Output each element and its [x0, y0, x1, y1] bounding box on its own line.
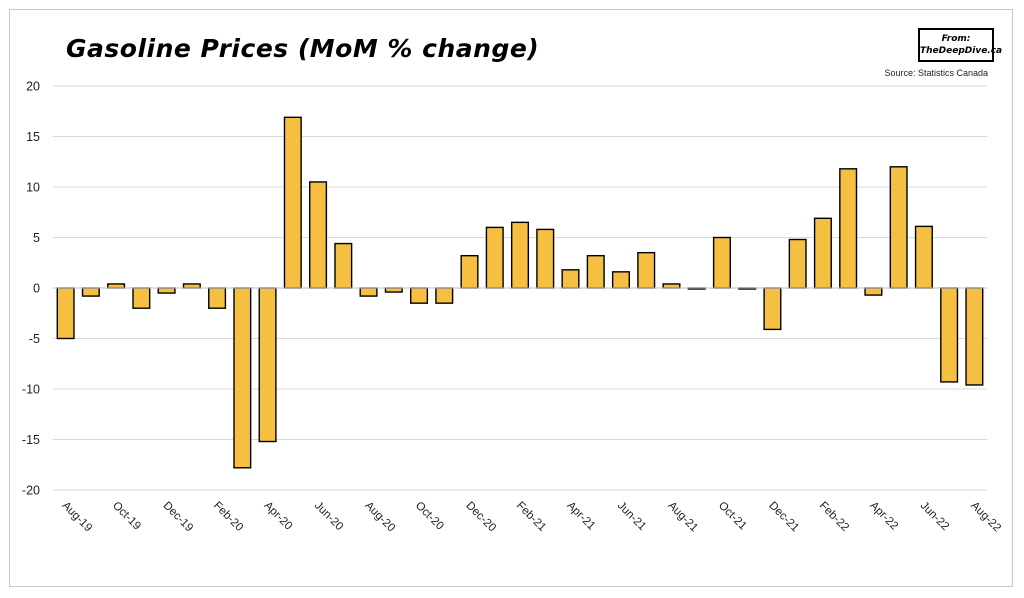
x-axis-labels: Aug-19 Oct-19 Dec-19 Feb-20 Apr-20 Jun-20 Aug-… [60, 500, 1003, 535]
bar [864, 287, 883, 296]
bar [662, 283, 681, 289]
logo-line-2: TheDeepDive.ca [920, 46, 1003, 56]
x-tick-label: Oct-21 [716, 500, 749, 533]
x-tick-label: Aug-22 [968, 500, 1003, 535]
y-tick-label: 10 [26, 181, 40, 195]
x-tick-label: Feb-21 [514, 500, 548, 534]
y-tick-label: 15 [26, 130, 40, 144]
bar [712, 236, 731, 289]
bar [258, 287, 277, 443]
source-logo: From: TheDeepDive.ca [918, 28, 1003, 62]
x-tick-label: Dec-19 [160, 500, 195, 535]
bar [586, 254, 605, 289]
bar [309, 181, 328, 289]
x-tick-label: Apr-21 [564, 500, 597, 533]
bar [359, 287, 378, 297]
x-tick-label: Aug-21 [665, 500, 700, 535]
y-tick-label: 20 [26, 80, 40, 94]
bar [410, 287, 429, 304]
bar [536, 228, 555, 289]
x-tick-label: Feb-20 [211, 500, 245, 534]
x-tick-label: Oct-20 [413, 500, 446, 533]
x-tick-label: Feb-22 [817, 500, 851, 534]
bar [940, 287, 959, 383]
bar [611, 271, 631, 289]
bar [839, 168, 858, 289]
x-tick-label: Aug-20 [362, 500, 397, 535]
bar [208, 287, 227, 309]
bars [56, 116, 984, 469]
x-tick-label: Aug-19 [60, 500, 95, 535]
bar [889, 166, 908, 289]
bar [233, 287, 252, 469]
y-tick-label: -10 [22, 383, 40, 397]
x-tick-label: Apr-22 [867, 500, 900, 533]
source-note: Source: Statistics Canada [884, 68, 988, 78]
chart-title: Gasoline Prices (MoM % change) [66, 34, 540, 63]
chart-frame [9, 9, 1013, 587]
x-tick-label: Dec-20 [463, 500, 498, 535]
x-tick-label: Jun-20 [312, 500, 345, 533]
x-tick-label: Jun-22 [918, 500, 951, 533]
x-tick-label: Jun-21 [615, 500, 648, 533]
x-tick-label: Apr-20 [261, 500, 294, 533]
logo-line-1: From: [941, 34, 971, 44]
y-axis-labels: -20 -15 -10 -5 0 5 10 15 20 [22, 80, 40, 498]
bar [384, 287, 403, 293]
y-tick-label: 5 [33, 231, 40, 245]
bar [56, 287, 75, 340]
y-tick-label: -15 [22, 433, 40, 447]
y-tick-label: -20 [22, 484, 40, 498]
bar [485, 226, 504, 289]
bar [637, 251, 656, 289]
bar [510, 221, 530, 289]
bar [334, 242, 353, 289]
bar [107, 283, 126, 289]
bar [157, 287, 176, 294]
bar [132, 287, 151, 309]
y-tick-label: -5 [29, 332, 40, 346]
x-tick-label: Oct-19 [110, 500, 143, 533]
bar [81, 287, 100, 297]
bar [283, 116, 302, 289]
bar [561, 269, 580, 289]
bar [914, 225, 933, 289]
bar [435, 287, 454, 304]
x-tick-label: Dec-21 [766, 500, 801, 535]
bar [788, 238, 807, 289]
bar [813, 217, 832, 289]
bar [460, 254, 479, 289]
bar [763, 287, 782, 331]
y-tick-label: 0 [33, 282, 40, 296]
bar [965, 287, 984, 386]
bar [182, 283, 201, 289]
